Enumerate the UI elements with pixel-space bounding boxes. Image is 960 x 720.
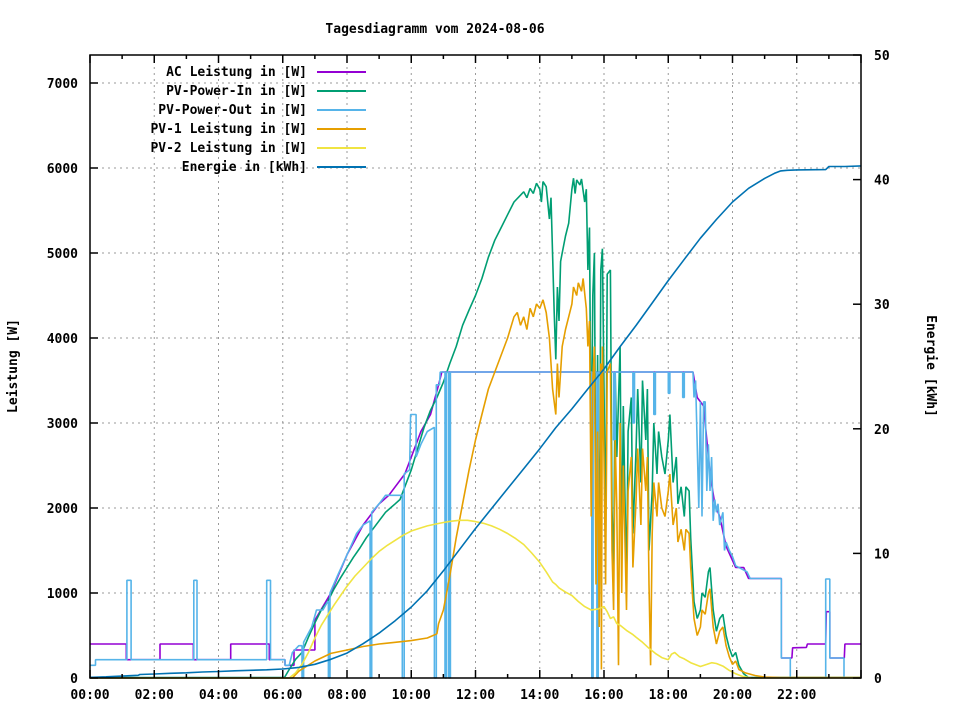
y-left-tick-label: 7000 — [47, 77, 78, 92]
legend: AC Leistung in [W] PV-Power-In in [W] PV-P… — [150, 65, 366, 175]
legend-label-5: PV-2 Leistung in [W] — [150, 141, 307, 156]
y-left-tick-label: 3000 — [47, 417, 78, 432]
x-tick-label: 04:00 — [199, 688, 238, 703]
chart-title: Tagesdiagramm vom 2024-08-06 — [325, 22, 544, 37]
series-line-1 — [90, 371, 861, 667]
y-left-tick-label: 2000 — [47, 502, 78, 517]
x-tick-label: 08:00 — [327, 688, 366, 703]
y-right-tick-label: 30 — [874, 298, 890, 313]
legend-label-2: PV-Power-In in [W] — [166, 84, 307, 99]
y-right-tick-label: 50 — [874, 49, 890, 64]
series-line-6 — [89, 165, 862, 679]
x-tick-label: 18:00 — [649, 688, 688, 703]
y-left-tick-label: 5000 — [47, 247, 78, 262]
axis-ticks — [89, 54, 862, 679]
x-tick-label: 16:00 — [584, 688, 623, 703]
x-tick-label: 20:00 — [713, 688, 752, 703]
legend-label-1: AC Leistung in [W] — [166, 65, 307, 80]
series-line-5 — [90, 519, 861, 679]
y-right-tick-label: 40 — [874, 174, 890, 189]
x-tick-label: 12:00 — [456, 688, 495, 703]
legend-label-4: PV-1 Leistung in [W] — [150, 122, 307, 137]
series-line-4 — [90, 278, 861, 679]
axis-tick-labels: 0 1000 2000 3000 4000 5000 6000 7000 0 10 20 30 40 50… — [47, 49, 890, 703]
x-tick-label: 14:00 — [520, 688, 559, 703]
x-tick-label: 06:00 — [263, 688, 302, 703]
y-left-tick-label: 6000 — [47, 162, 78, 177]
y-right-tick-label: 0 — [874, 672, 882, 687]
x-tick-label: 00:00 — [70, 688, 109, 703]
series-lines — [89, 165, 862, 679]
y-right-axis-title: Energie [kWh] — [923, 315, 938, 417]
legend-label-3: PV-Power-Out in [W] — [158, 103, 307, 118]
y-left-tick-label: 4000 — [47, 332, 78, 347]
y-left-tick-label: 1000 — [47, 587, 78, 602]
series-line-2 — [90, 178, 861, 679]
y-left-axis-title: Leistung [W] — [6, 319, 21, 413]
x-tick-label: 22:00 — [777, 688, 816, 703]
y-right-tick-label: 20 — [874, 423, 890, 438]
x-tick-label: 10:00 — [392, 688, 431, 703]
grid-lines — [90, 55, 862, 678]
y-right-tick-label: 10 — [874, 547, 890, 562]
x-tick-label: 02:00 — [135, 688, 174, 703]
legend-label-6: Energie in [kWh] — [182, 160, 307, 175]
y-left-tick-label: 0 — [70, 672, 78, 687]
